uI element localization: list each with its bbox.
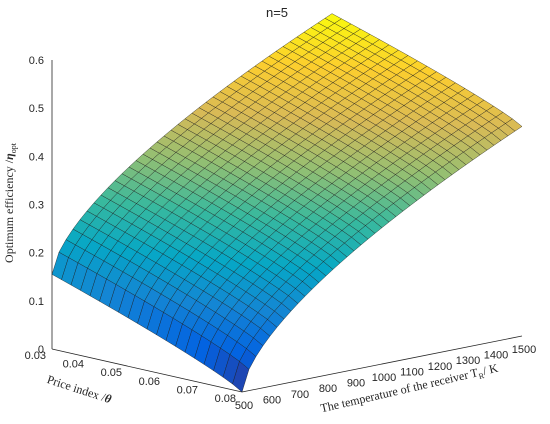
y-axis-label-main: Price index / bbox=[45, 372, 108, 404]
x-tick-label: 1200 bbox=[428, 361, 452, 373]
y-axis-label-symbol: θ bbox=[103, 391, 114, 406]
y-axis-line bbox=[51, 348, 243, 393]
x-tick-label: 800 bbox=[319, 383, 337, 395]
tick-labels: 500 600 700 800 900 1000 1100 1200 1300 1400 1500 0… bbox=[25, 55, 537, 412]
y-tick-label: 0.03 bbox=[25, 350, 46, 362]
z-tick-label: 0.1 bbox=[29, 296, 44, 308]
surface-mesh bbox=[51, 13, 523, 393]
x-tick-label: 700 bbox=[291, 389, 309, 401]
x-tick-label: 1400 bbox=[484, 350, 508, 362]
y-tick-label: 0.05 bbox=[101, 367, 122, 379]
z-tick-label: 0 bbox=[38, 344, 44, 356]
y-tick-label: 0.06 bbox=[139, 376, 160, 388]
chart-title: n=5 bbox=[266, 5, 288, 20]
surface-patch bbox=[505, 118, 523, 132]
z-axis-label: Optimum efficiency /ηopt bbox=[2, 142, 18, 263]
z-tick-label: 0.5 bbox=[29, 103, 44, 115]
axes bbox=[51, 60, 523, 393]
y-tick-label: 0.07 bbox=[177, 384, 198, 396]
x-tick-label: 500 bbox=[235, 400, 253, 412]
x-tick-label: 1100 bbox=[400, 366, 424, 378]
x-tick-label: 900 bbox=[347, 378, 365, 390]
x-tick-label: 1000 bbox=[372, 372, 396, 384]
x-axis-label-tail: / K bbox=[481, 361, 499, 378]
y-tick-label: 0.08 bbox=[215, 393, 236, 405]
x-axis-line bbox=[241, 335, 523, 393]
x-tick-label: 600 bbox=[263, 394, 281, 406]
y-tick-label: 0.04 bbox=[63, 359, 84, 371]
z-tick-label: 0.6 bbox=[29, 55, 44, 67]
z-axis-label-symbol: η bbox=[2, 153, 16, 160]
x-tick-label: 1500 bbox=[512, 344, 536, 356]
z-tick-label: 0.2 bbox=[29, 248, 44, 260]
z-tick-label: 0.4 bbox=[29, 151, 44, 163]
x-axis-label-sub: R bbox=[478, 371, 486, 381]
x-tick-label: 1300 bbox=[456, 355, 480, 367]
z-axis-label-main: Optimum efficiency / bbox=[2, 159, 16, 263]
z-axis-label-sub: opt bbox=[9, 142, 18, 153]
z-tick-label: 0.3 bbox=[29, 200, 44, 212]
